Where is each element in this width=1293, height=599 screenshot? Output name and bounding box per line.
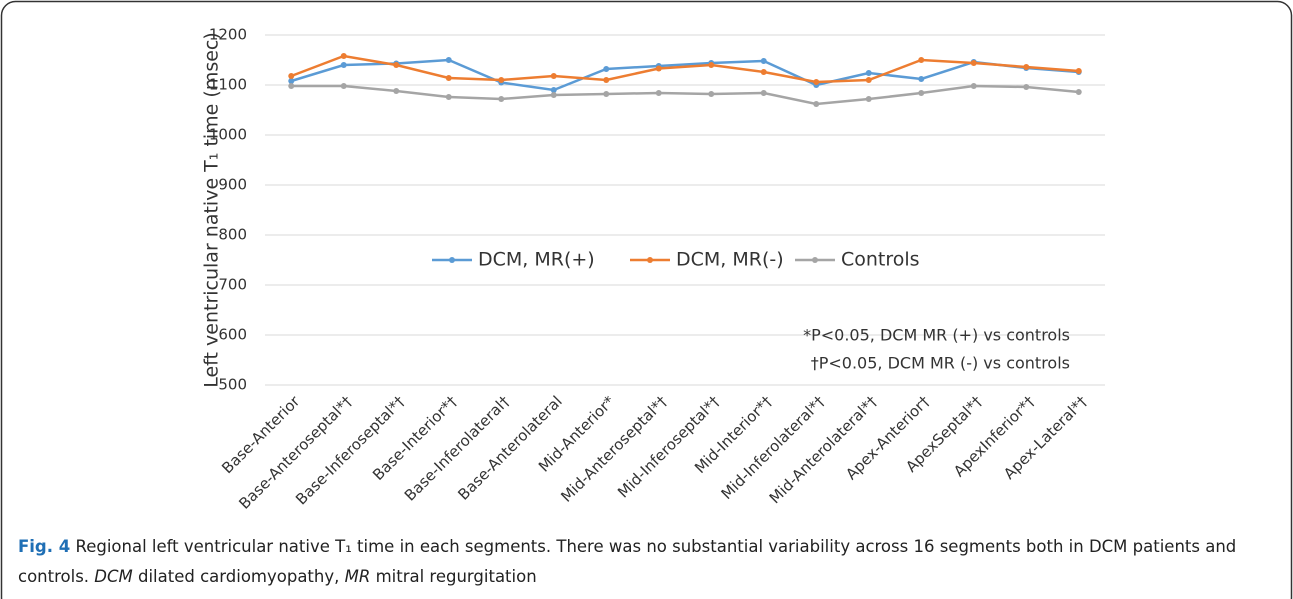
caption: Fig. 4 Regional left ventricular native … xyxy=(18,532,1268,592)
point xyxy=(1023,64,1030,70)
y-tick-label: 1200 xyxy=(209,26,247,44)
point xyxy=(340,53,347,59)
point xyxy=(550,87,557,93)
point xyxy=(1075,89,1082,95)
point xyxy=(760,90,767,96)
point xyxy=(655,90,662,96)
point xyxy=(603,91,610,97)
point xyxy=(603,77,610,83)
point xyxy=(918,57,925,63)
caption-part: MR xyxy=(344,567,371,586)
y-tick-label: 900 xyxy=(218,176,247,194)
caption-part: Regional left ventricular native T₁ time… xyxy=(18,537,1242,586)
y-tick-label: 700 xyxy=(218,276,247,294)
point xyxy=(918,90,925,96)
point xyxy=(813,79,820,85)
point xyxy=(393,62,400,68)
y-tick-label: 600 xyxy=(218,326,247,344)
point xyxy=(340,83,347,89)
series-line xyxy=(290,54,1079,84)
point xyxy=(550,73,557,79)
point xyxy=(813,101,820,107)
point xyxy=(445,75,452,81)
caption-part: mitral regurgitation xyxy=(370,567,537,586)
point xyxy=(708,91,715,97)
point xyxy=(708,62,715,68)
point xyxy=(288,78,295,84)
point xyxy=(603,66,610,72)
y-axis-label: Left ventricular native T₁ time (msec) xyxy=(201,32,223,388)
legend-marker xyxy=(647,257,653,263)
point xyxy=(550,92,557,98)
legend-marker xyxy=(449,257,455,263)
point xyxy=(655,65,662,72)
y-tick-label: 1100 xyxy=(209,76,247,94)
point xyxy=(288,73,295,79)
series-line xyxy=(290,58,1079,92)
point xyxy=(1023,84,1030,90)
caption-part: dilated cardiomyopathy, xyxy=(132,567,345,586)
point xyxy=(1075,68,1082,74)
point xyxy=(970,83,977,89)
y-tick-label: 1000 xyxy=(209,126,247,144)
point xyxy=(445,57,452,63)
point xyxy=(288,83,295,89)
caption-part: DCM xyxy=(94,567,133,586)
point xyxy=(970,60,977,66)
x-tick-label: Mid-Inferoseptal*† xyxy=(614,392,723,501)
point xyxy=(340,62,347,68)
point xyxy=(393,88,400,94)
legend-marker xyxy=(812,257,818,263)
point xyxy=(760,58,767,64)
annotation: *P<0.05, DCM MR (+) vs controls xyxy=(803,326,1070,345)
annotation: †P<0.05, DCM MR (-) vs controls xyxy=(811,354,1070,373)
legend-label: DCM, MR(+) xyxy=(478,249,595,271)
point xyxy=(498,96,505,102)
point xyxy=(865,96,872,102)
legend-label: DCM, MR(-) xyxy=(676,249,784,271)
point xyxy=(918,76,925,82)
point xyxy=(865,77,872,83)
y-tick-label: 800 xyxy=(218,226,247,244)
point xyxy=(498,77,505,83)
point xyxy=(760,69,767,75)
caption-part: Fig. 4 xyxy=(18,537,71,556)
series-line xyxy=(291,84,1079,106)
y-tick-label: 500 xyxy=(218,376,247,394)
legend-label: Controls xyxy=(841,249,920,271)
point xyxy=(445,94,452,100)
point xyxy=(865,70,872,76)
